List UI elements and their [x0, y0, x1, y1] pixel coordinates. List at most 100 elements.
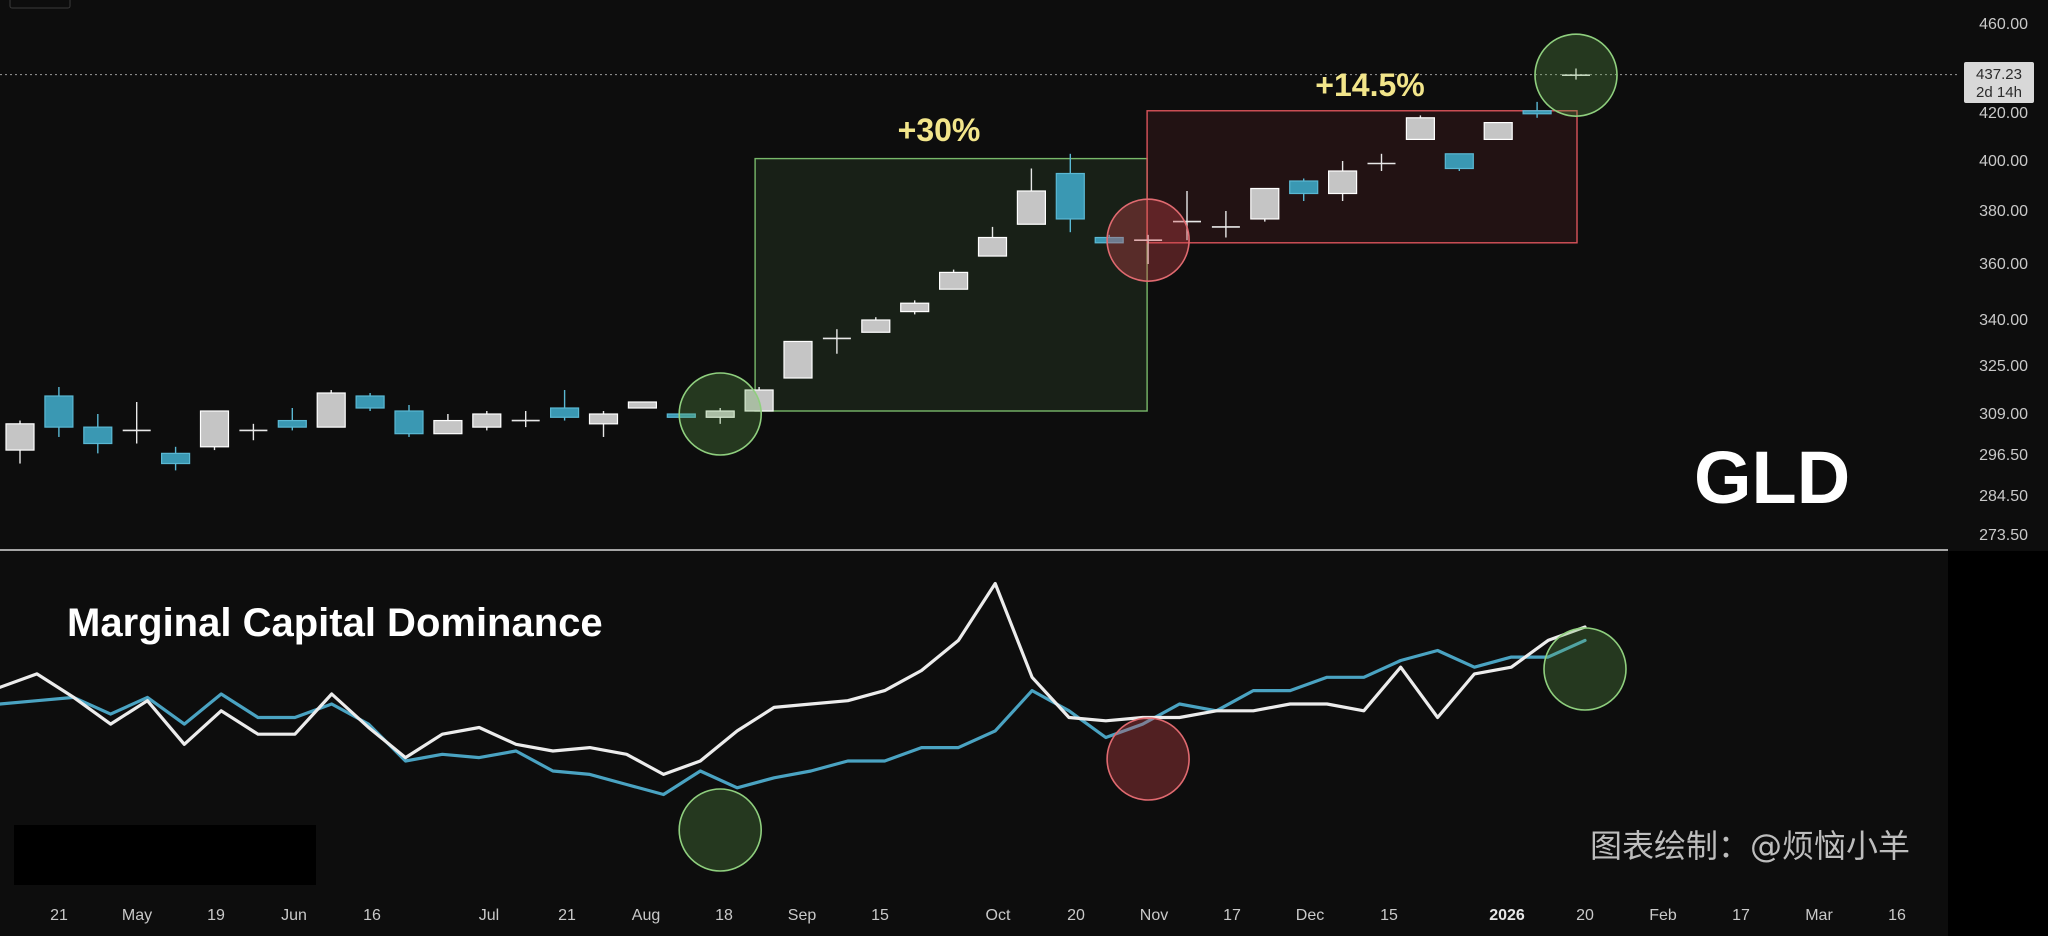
lower-pane-axis-gutter: [1948, 551, 2048, 936]
candle: [1405, 115, 1436, 141]
candle-body: [316, 392, 346, 428]
candle: [705, 408, 735, 424]
redaction-box: [14, 825, 316, 885]
time-tick-label: 20: [1576, 907, 1594, 924]
candle-body: [1250, 187, 1280, 220]
candle-body: [1094, 236, 1124, 244]
price-tick-label: 309.00: [1979, 406, 2028, 423]
buy-signal-circle: [1534, 33, 1618, 117]
time-tick-label: 17: [1732, 907, 1750, 924]
candle: [161, 446, 191, 471]
candle: [900, 300, 930, 315]
candle-body: [783, 340, 813, 379]
candle-body: [1289, 180, 1319, 195]
candle: [1289, 178, 1319, 201]
candle-body: [900, 302, 930, 313]
candle-body: [83, 426, 113, 445]
time-tick-label: Mar: [1805, 907, 1833, 924]
candle: [472, 411, 502, 431]
time-tick-label: Oct: [986, 907, 1011, 924]
candle-body: [1483, 121, 1513, 140]
candle: [1522, 101, 1552, 118]
candle: [861, 317, 891, 333]
bar-countdown: 2d 14h: [1976, 84, 2022, 101]
candle: [977, 226, 1008, 257]
candle-body: [549, 407, 580, 418]
candle-body: [1055, 172, 1085, 220]
price-tick-label: 284.50: [1979, 488, 2028, 505]
buy-signal-circle: [678, 788, 763, 872]
candle: [1483, 121, 1513, 140]
time-tick-label: Jun: [281, 907, 307, 924]
current-price-value: 437.23: [1976, 66, 2022, 83]
candle: [1250, 187, 1280, 222]
candle-body: [938, 271, 969, 290]
candle-body: [861, 319, 891, 333]
price-tick-label: 400.00: [1979, 153, 2028, 170]
candle: [122, 402, 151, 444]
candle-body: [394, 410, 424, 435]
candlestick-series: [5, 68, 1590, 471]
candle-body: [1522, 110, 1552, 115]
indicator-line-blue: [0, 638, 1587, 797]
candle: [783, 340, 813, 379]
price-tick-label: 460.00: [1979, 16, 2028, 33]
candle-body: [5, 423, 35, 451]
candle-body: [1327, 170, 1358, 195]
candle-body: [977, 236, 1008, 257]
ticker-label: GLD: [1694, 436, 1850, 519]
candle: [1367, 153, 1396, 171]
candle: [666, 413, 696, 418]
time-tick-label: Aug: [632, 907, 660, 924]
price-tick-label: 360.00: [1979, 256, 2028, 273]
time-tick-label: 17: [1223, 907, 1241, 924]
candle-body: [588, 413, 619, 425]
candle: [433, 414, 463, 435]
signal-circles-indicator: [678, 627, 1627, 872]
candle: [511, 411, 540, 428]
candle: [83, 414, 113, 454]
price-tick-label: 325.00: [1979, 358, 2028, 375]
time-tick-label: Jul: [479, 907, 499, 924]
candle-body: [277, 419, 307, 428]
time-tick-label: May: [122, 907, 152, 924]
candle: [822, 329, 851, 354]
time-tick-label: 21: [50, 907, 68, 924]
time-tick-label: Nov: [1140, 907, 1168, 924]
time-tick-label: 21: [558, 907, 576, 924]
candle: [1211, 211, 1240, 238]
candle: [1055, 153, 1085, 233]
candle: [549, 390, 580, 421]
candle: [938, 269, 969, 290]
buy-signal-circle: [678, 372, 763, 456]
time-tick-label: 16: [1888, 907, 1906, 924]
candle: [199, 410, 230, 451]
candle: [1444, 153, 1474, 171]
candle: [1094, 234, 1124, 244]
candle: [394, 405, 424, 437]
buy-signal-circle: [1543, 627, 1627, 711]
time-tick-label: 16: [363, 907, 381, 924]
top-left-button[interactable]: [9, 0, 71, 9]
candle: [588, 411, 619, 437]
time-tick-label: 15: [1380, 907, 1398, 924]
candle: [44, 387, 74, 437]
price-tick-label: 273.50: [1979, 527, 2028, 544]
candle-body: [1405, 117, 1436, 141]
candle-body: [199, 410, 230, 448]
candle-body: [472, 413, 502, 428]
candle-body: [161, 452, 191, 465]
gain-label-30: +30%: [898, 112, 981, 148]
candle-body: [666, 413, 696, 418]
candle: [1327, 161, 1358, 201]
price-tick-label: 340.00: [1979, 312, 2028, 329]
time-tick-label: 2026: [1489, 907, 1525, 924]
candle: [1562, 68, 1590, 80]
candle-body: [44, 395, 74, 428]
candle-body: [1016, 190, 1047, 225]
price-tick-label: 380.00: [1979, 203, 2028, 220]
time-tick-label: Dec: [1296, 907, 1324, 924]
time-tick-label: Sep: [788, 907, 817, 924]
